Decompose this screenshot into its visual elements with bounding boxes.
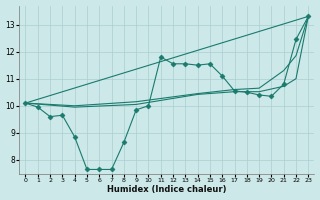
X-axis label: Humidex (Indice chaleur): Humidex (Indice chaleur) bbox=[107, 185, 227, 194]
